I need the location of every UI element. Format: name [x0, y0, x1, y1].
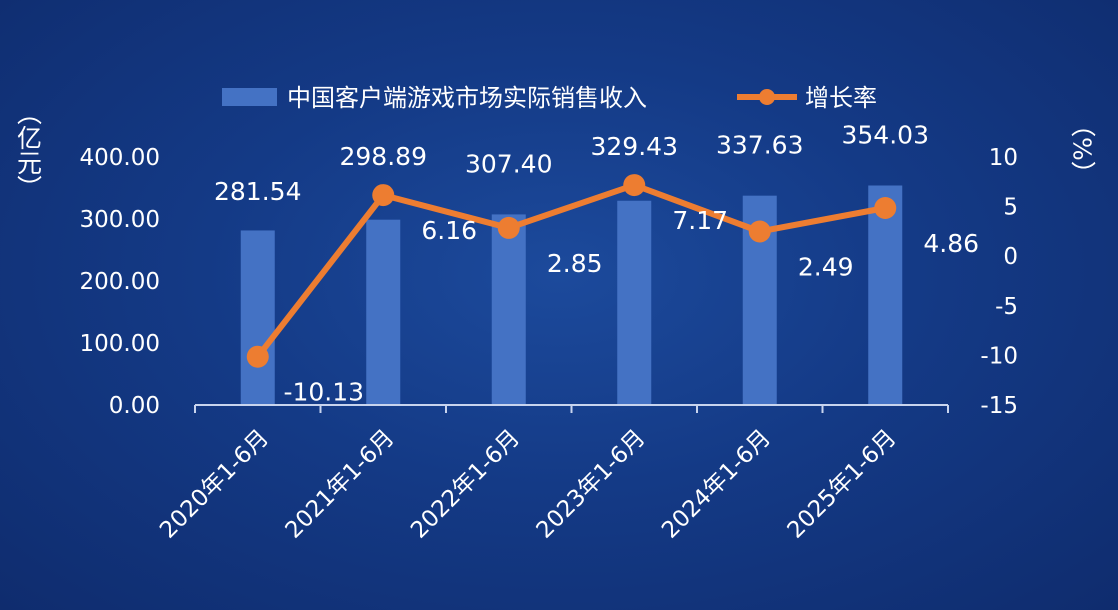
growth-value-label: 2.85: [547, 249, 603, 278]
legend-bar-swatch: [222, 88, 277, 106]
y2-axis-unit: （%）: [1068, 112, 1097, 186]
y-axis-unit: （亿元）: [14, 100, 43, 200]
y2-tick-label: -15: [980, 393, 1018, 419]
y-tick-label: 200.00: [80, 269, 160, 295]
y2-tick-label: 0: [1003, 244, 1018, 270]
growth-line: [255, 182, 886, 359]
y2-tick-label: -5: [995, 294, 1018, 320]
x-tick-label: 2022年1-6月: [406, 425, 525, 544]
legend: 中国客户端游戏市场实际销售收入 增长率: [222, 84, 877, 112]
y-tick-label: 0.00: [109, 393, 160, 419]
bar-value-label: 298.89: [340, 142, 427, 171]
growth-point: [497, 216, 520, 239]
growth-value-label: 7.17: [672, 206, 728, 235]
x-tick-label: 2020年1-6月: [155, 425, 274, 544]
bar: [868, 185, 903, 405]
x-tick-label: 2023年1-6月: [532, 425, 651, 544]
growth-point: [748, 220, 771, 243]
y2-tick-label: 10: [989, 145, 1018, 171]
y-tick-label: 300.00: [80, 207, 160, 233]
bar-value-label: 354.03: [842, 121, 929, 150]
bar-value-label: 307.40: [465, 149, 552, 178]
bar-value-label: 337.63: [716, 131, 803, 160]
y-tick-label: 400.00: [80, 145, 160, 171]
y-tick-label: 100.00: [80, 331, 160, 357]
y2-tick-label: 5: [1003, 195, 1018, 221]
legend-line-marker: [759, 89, 775, 105]
growth-point: [623, 174, 646, 197]
growth-point: [372, 184, 395, 207]
plot-area: 0.00 100.00 200.00 300.00 400.00 -15 -10 -5 0 5 10…: [80, 121, 1018, 544]
y2-tick-label: -10: [980, 343, 1018, 369]
bar: [617, 200, 652, 405]
x-tick-label: 2025年1-6月: [783, 425, 902, 544]
growth-point: [246, 345, 269, 368]
legend-bar-label: 中国客户端游戏市场实际销售收入: [287, 84, 647, 112]
growth-value-label: 2.49: [798, 252, 854, 281]
growth-point: [874, 196, 897, 219]
x-tick-label: 2024年1-6月: [657, 425, 776, 544]
bar-value-label: 329.43: [591, 132, 678, 161]
bar: [491, 214, 526, 405]
bar: [366, 219, 401, 405]
x-tick-label: 2021年1-6月: [281, 425, 400, 544]
growth-value-label: 6.16: [421, 216, 477, 245]
growth-value-label: 4.86: [923, 229, 979, 258]
legend-line-label: 增长率: [805, 84, 877, 112]
growth-value-label: -10.13: [283, 378, 364, 407]
bar-value-label: 281.54: [214, 177, 301, 206]
bar: [240, 230, 275, 405]
